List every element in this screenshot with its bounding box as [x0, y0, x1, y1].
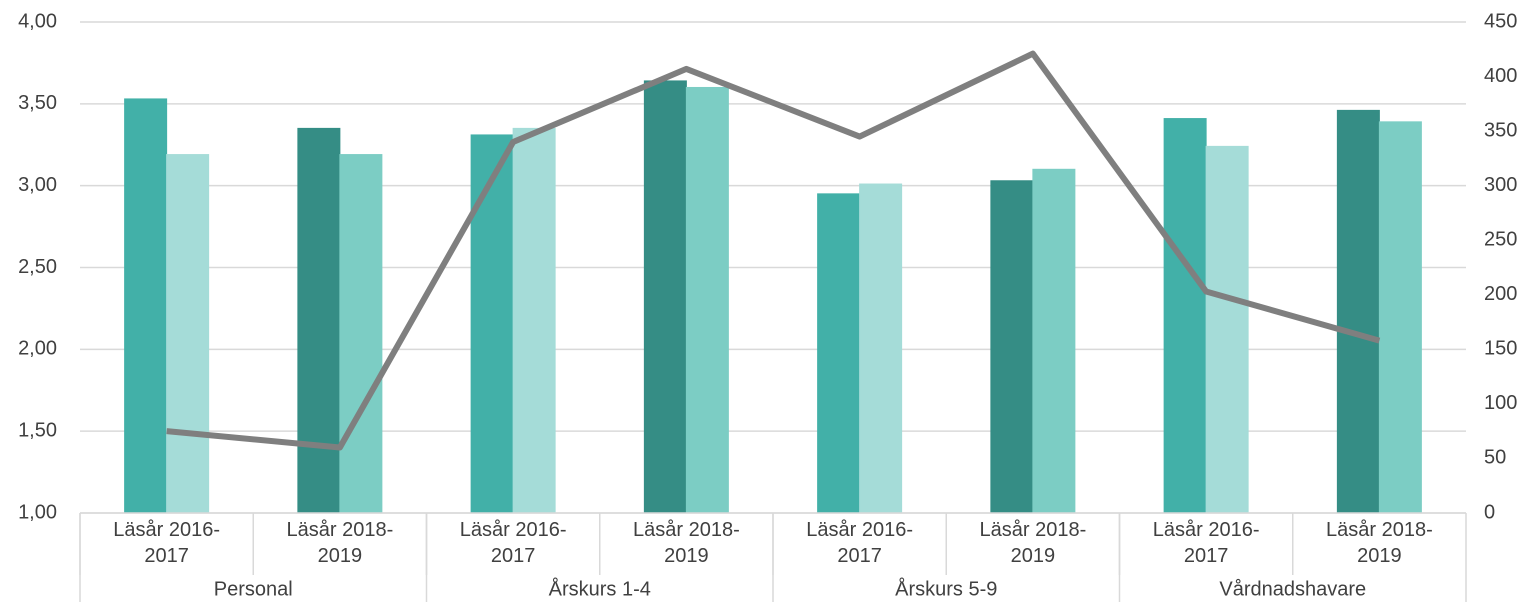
y2-tick-label: 450 [1484, 10, 1517, 32]
x-tick-label: Läsår 2018-2019 [287, 519, 394, 567]
bar [297, 127, 341, 514]
bar [817, 193, 861, 514]
bar [1205, 145, 1249, 514]
y-tick-label: 3,00 [18, 174, 57, 196]
y2-tick-label: 50 [1484, 447, 1506, 469]
group-label: Personal [214, 578, 293, 600]
y2-tick-label: 200 [1484, 283, 1517, 305]
bar [512, 127, 556, 514]
y2-tick-label: 150 [1484, 338, 1517, 360]
x-tick-label: Läsår 2016-2017 [460, 519, 567, 567]
bar [124, 98, 168, 514]
bar [470, 134, 514, 514]
x-tick-label: Läsår 2018-2019 [1326, 519, 1433, 567]
y2-tick-label: 100 [1484, 392, 1517, 414]
y-tick-label: 2,50 [18, 256, 57, 278]
bar [859, 183, 903, 514]
y-tick-label: 4,00 [18, 10, 57, 32]
y-tick-label: 2,00 [18, 338, 57, 360]
bar [990, 180, 1034, 514]
group-label: Vårdnadshavare [1219, 578, 1366, 600]
line [166, 50, 1381, 451]
bar [1336, 109, 1380, 514]
y-tick-label: 3,50 [18, 92, 57, 114]
bar [166, 154, 210, 514]
x-tick-label: Läsår 2018-2019 [633, 519, 740, 567]
y2-tick-label: 0 [1484, 501, 1495, 523]
group-label: Årskurs 1-4 [549, 577, 651, 600]
bar [1378, 121, 1422, 514]
bar [643, 80, 687, 514]
x-tick-label: Läsår 2016-2017 [113, 519, 220, 567]
y2-tick-label: 250 [1484, 229, 1517, 251]
group-label: Årskurs 5-9 [895, 577, 997, 600]
y-tick-label: 1,50 [18, 419, 57, 441]
y-tick-label: 1,00 [18, 501, 57, 523]
bar [339, 154, 383, 514]
bar [685, 86, 729, 514]
y2-tick-label: 400 [1484, 65, 1517, 87]
x-tick-label: Läsår 2016-2017 [806, 519, 913, 567]
x-tick-label: Läsår 2018-2019 [980, 519, 1087, 567]
y2-tick-label: 350 [1484, 119, 1517, 141]
x-tick-label: Läsår 2016-2017 [1153, 519, 1260, 567]
bar [1032, 168, 1076, 514]
y2-tick-label: 300 [1484, 174, 1517, 196]
bar [1163, 118, 1207, 514]
